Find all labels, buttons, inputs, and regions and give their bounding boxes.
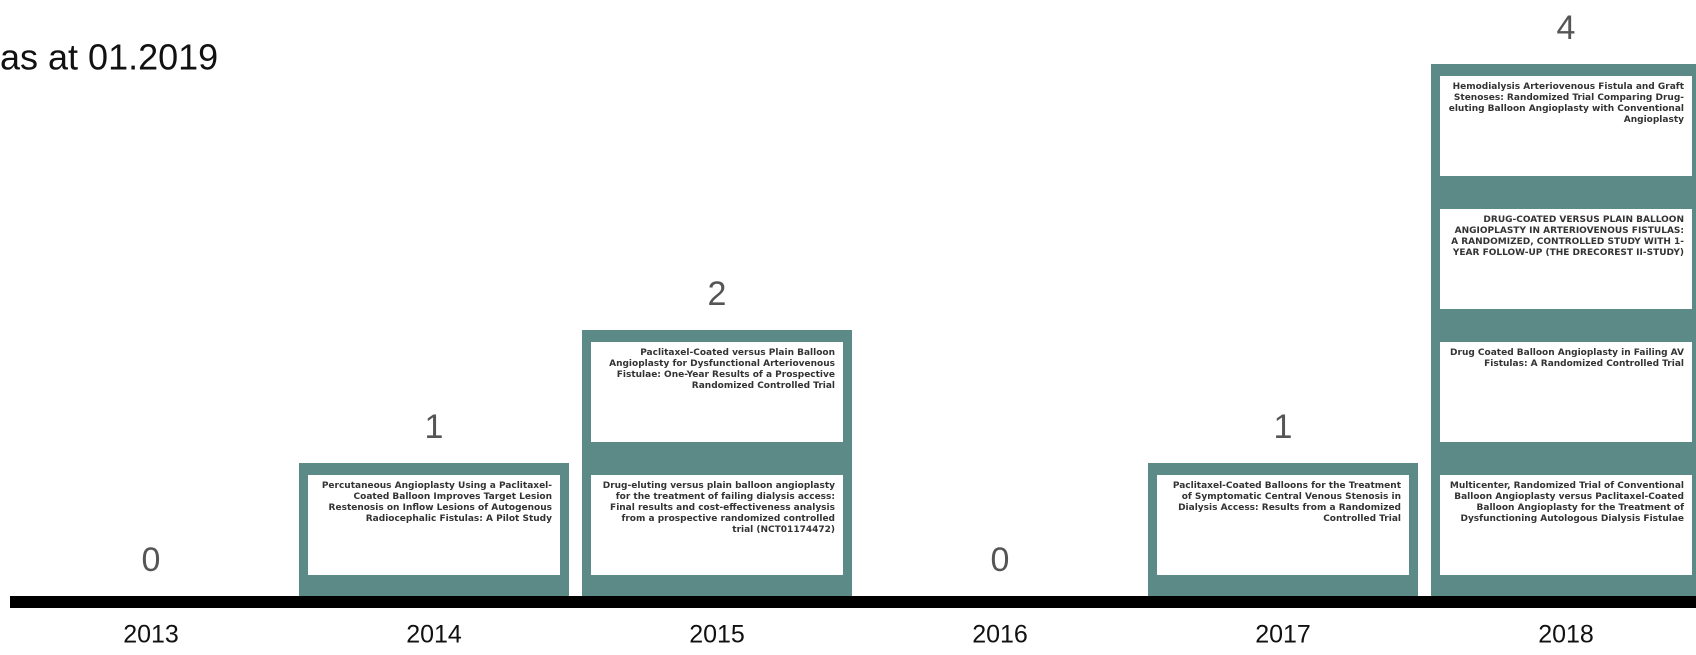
paper-thumbnail: DRUG-COATED VERSUS PLAIN BALLOON ANGIOPL… xyxy=(1440,209,1692,309)
x-tick-label: 2014 xyxy=(406,621,462,649)
page: as at 01.2019 0 2013 1 2014 2 2015 0 2016 1 2017 4… xyxy=(0,0,1696,655)
x-tick-label: 2016 xyxy=(972,621,1028,649)
value-label: 1 xyxy=(1274,408,1293,446)
baseline xyxy=(10,596,1696,608)
paper-thumbnail: Drug-eluting versus plain balloon angiop… xyxy=(591,475,843,575)
x-tick-label: 2015 xyxy=(689,621,745,649)
paper-thumbnail: Multicenter, Randomized Trial of Convent… xyxy=(1440,475,1692,575)
value-label: 4 xyxy=(1557,9,1576,47)
value-label: 0 xyxy=(991,541,1010,579)
value-label: 2 xyxy=(708,275,727,313)
x-tick-label: 2017 xyxy=(1255,621,1311,649)
chart-title: as at 01.2019 xyxy=(0,37,218,78)
value-label: 1 xyxy=(425,408,444,446)
paper-thumbnail: Paclitaxel-Coated versus Plain Balloon A… xyxy=(591,342,843,442)
paper-thumbnail: Hemodialysis Arteriovenous Fistula and G… xyxy=(1440,76,1692,176)
x-tick-label: 2018 xyxy=(1538,621,1594,649)
x-tick-label: 2013 xyxy=(123,621,179,649)
value-label: 0 xyxy=(142,541,161,579)
paper-thumbnail: Paclitaxel-Coated Balloons for the Treat… xyxy=(1157,475,1409,575)
paper-thumbnail: Percutaneous Angioplasty Using a Paclita… xyxy=(308,475,560,575)
paper-thumbnail: Drug Coated Balloon Angioplasty in Faili… xyxy=(1440,342,1692,442)
